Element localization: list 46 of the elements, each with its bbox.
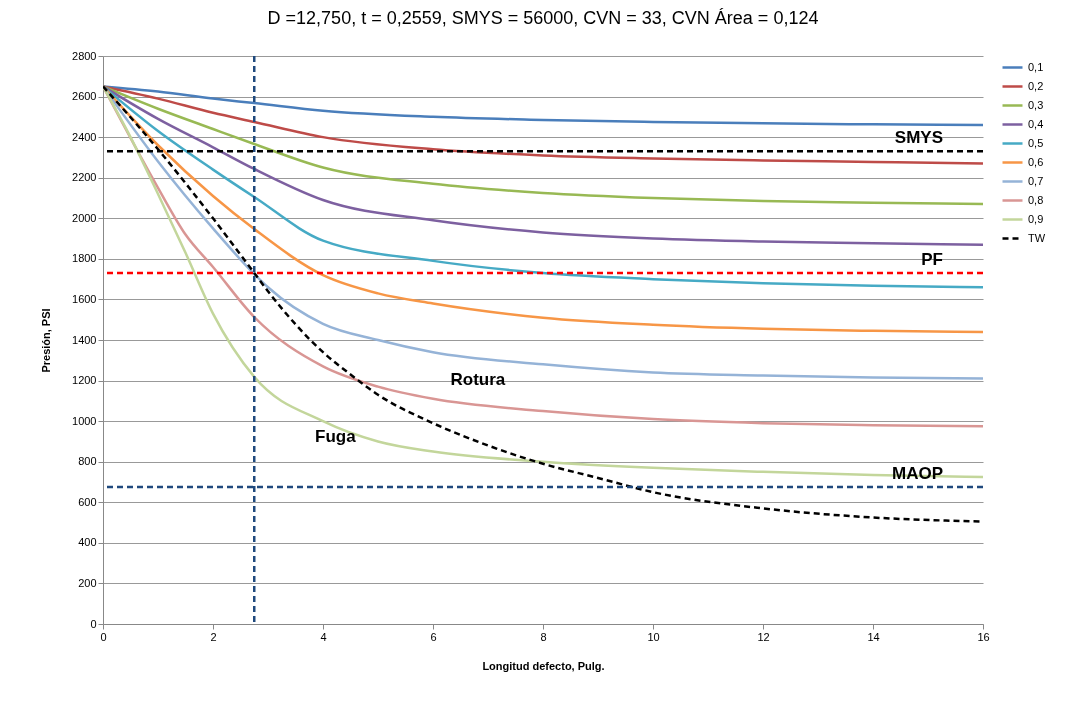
x-tick-label: 14 xyxy=(867,630,880,643)
legend-label: TW xyxy=(1028,231,1046,244)
legend-label: 0,5 xyxy=(1028,136,1044,149)
x-tick-label: 0 xyxy=(100,630,107,643)
y-tick-label: 2400 xyxy=(72,130,97,143)
y-tick-label: 2200 xyxy=(72,171,97,184)
y-tick-label: 600 xyxy=(78,495,97,508)
y-tick-label: 1400 xyxy=(72,333,97,346)
line-series xyxy=(103,85,983,246)
x-tick-label: 16 xyxy=(977,630,990,643)
y-tick-label: 1600 xyxy=(72,292,97,305)
y-tick-label: 2600 xyxy=(72,90,97,103)
y-tick-label: 0 xyxy=(90,617,97,630)
x-tick-label: 6 xyxy=(430,630,437,643)
line-series xyxy=(103,85,983,165)
ref-line-label: MAOP xyxy=(892,464,943,484)
line-series xyxy=(103,85,983,206)
ref-line-label: SMYS xyxy=(894,128,943,148)
y-tick-label: 2800 xyxy=(72,49,97,62)
x-tick-label: 8 xyxy=(540,630,547,643)
line-series xyxy=(103,85,983,127)
legend-label: 0,8 xyxy=(1028,193,1044,206)
y-axis-title: Presión, PSI xyxy=(40,308,53,373)
legend-label: 0,4 xyxy=(1028,117,1044,130)
ref-line-label: PF xyxy=(921,250,943,270)
y-tick-label: 800 xyxy=(78,455,97,468)
x-tick-label: 10 xyxy=(647,630,660,643)
x-tick-label: 12 xyxy=(757,630,770,643)
legend-label: 0,7 xyxy=(1028,174,1044,187)
legend-label: 0,2 xyxy=(1028,79,1044,92)
legend-label: 0,3 xyxy=(1028,98,1044,111)
y-tick-label: 1000 xyxy=(72,414,97,427)
legend-label: 0,1 xyxy=(1028,60,1044,73)
x-tick-label: 4 xyxy=(320,630,327,643)
annotation: Fuga xyxy=(315,426,357,446)
y-tick-label: 1200 xyxy=(72,374,97,387)
y-tick-label: 400 xyxy=(78,536,97,549)
annotation: Rotura xyxy=(450,369,506,389)
y-tick-label: 200 xyxy=(78,576,97,589)
x-axis-title: Longitud defecto, Pulg. xyxy=(482,659,605,672)
chart-title: D =12,750, t = 0,2559, SMYS = 56000, CVN = 33, CVN Área = 0,124 xyxy=(267,8,819,28)
y-tick-label: 2000 xyxy=(72,211,97,224)
y-tick-label: 1800 xyxy=(72,252,97,265)
legend-label: 0,6 xyxy=(1028,155,1044,168)
legend-label: 0,9 xyxy=(1028,212,1044,225)
x-tick-label: 2 xyxy=(210,630,217,643)
